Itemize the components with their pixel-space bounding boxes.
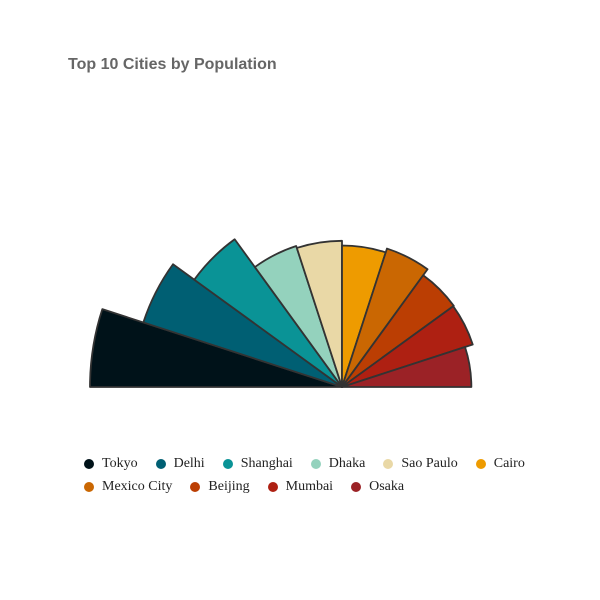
legend-item-cairo[interactable]: Cairo	[475, 455, 525, 472]
legend-item-delhi[interactable]: Delhi	[155, 455, 205, 472]
legend-item-osaka[interactable]: Osaka	[351, 479, 404, 495]
legend-item-beijing[interactable]: Beijing	[190, 478, 250, 495]
legend-swatch	[84, 481, 94, 492]
legend-label: Osaka	[369, 478, 405, 494]
legend-item-tokyo[interactable]: Tokyo	[84, 456, 138, 472]
legend-swatch	[190, 481, 201, 492]
legend-swatch	[222, 458, 233, 469]
slice-sao-paulo[interactable]	[295, 239, 343, 388]
slice-mexico-city[interactable]	[341, 247, 429, 388]
legend-swatch	[351, 481, 362, 492]
legend-item-mexico-city[interactable]: Mexico City	[84, 479, 172, 495]
slice-dhaka[interactable]	[253, 245, 343, 388]
legend-swatch	[155, 458, 166, 469]
legend-row: Tokyo Delhi Shanghai Dhaka Sao Paulo Cairo	[84, 452, 534, 475]
legend-item-sao-paulo[interactable]: Sao Paulo	[383, 455, 458, 472]
legend-swatch	[475, 458, 486, 469]
chart-title: Top 10 Cities by Population	[68, 56, 277, 73]
legend-item-mumbai[interactable]: Mumbai	[267, 478, 334, 495]
legend-label: Mexico City	[102, 478, 173, 494]
legend-item-shanghai[interactable]: Shanghai	[222, 455, 293, 472]
slice-mumbai[interactable]	[341, 305, 474, 388]
legend-label: Delhi	[173, 455, 205, 471]
chart-canvas	[89, 238, 474, 388]
legend-label: Tokyo	[102, 455, 138, 471]
legend-item-dhaka[interactable]: Dhaka	[310, 455, 366, 472]
slice-osaka[interactable]	[341, 346, 473, 388]
legend-swatch	[84, 458, 94, 469]
legend-label: Cairo	[493, 455, 525, 471]
chart-legend: Tokyo Delhi Shanghai Dhaka Sao Paulo Cairo Mex…	[84, 452, 534, 498]
legend-label: Beijing	[208, 478, 250, 494]
legend-swatch	[267, 481, 278, 492]
legend-row: Mexico City Beijing Mumbai Osaka	[84, 475, 534, 498]
legend-label: Mumbai	[285, 478, 334, 494]
legend-swatch	[383, 458, 394, 469]
slice-delhi[interactable]	[142, 263, 343, 388]
legend-swatch	[310, 458, 321, 469]
slice-shanghai[interactable]	[193, 238, 343, 388]
legend-label: Dhaka	[328, 455, 366, 471]
legend-label: Sao Paulo	[401, 455, 458, 471]
legend-label: Shanghai	[240, 455, 293, 471]
slice-tokyo[interactable]	[89, 308, 343, 388]
